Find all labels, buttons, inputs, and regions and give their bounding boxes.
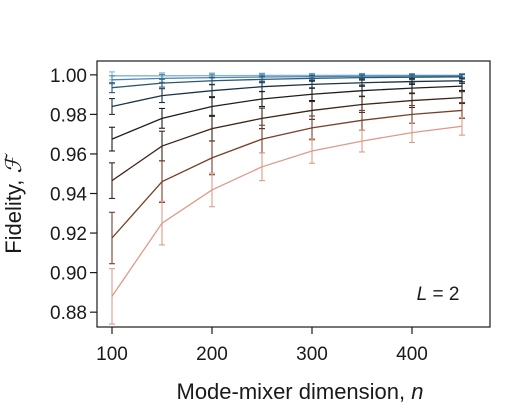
- y-tick-label: 0.94: [50, 185, 87, 206]
- x-axis-label: Mode-mixer dimension, n: [177, 379, 424, 404]
- error-bar: [159, 160, 165, 203]
- x-tick-label: 200: [196, 344, 228, 365]
- series-line: [111, 75, 463, 81]
- y-tick-label: 0.96: [50, 145, 87, 166]
- error-bar: [209, 172, 215, 208]
- error-bar: [159, 130, 165, 162]
- series-line: [111, 80, 463, 108]
- error-bar: [309, 87, 315, 102]
- x-axis-label-variable: n: [411, 379, 423, 404]
- error-bar: [159, 200, 165, 246]
- panel-annotation-variable: L: [417, 284, 428, 305]
- error-bar: [109, 82, 115, 94]
- series-layer: [109, 71, 465, 325]
- series-line: [111, 76, 463, 89]
- error-bar: [259, 90, 265, 108]
- error-bar: [109, 268, 115, 325]
- series-8: [109, 116, 465, 325]
- x-tick-label: 300: [296, 344, 328, 365]
- y-tick-label: 0.92: [50, 224, 87, 245]
- y-axis-label: Fidelity, ℱ: [1, 153, 27, 254]
- series-5: [109, 81, 465, 152]
- error-bar: [209, 84, 215, 98]
- y-tick-label: 0.90: [50, 264, 87, 285]
- panel-annotation-value: = 2: [427, 284, 459, 305]
- series-7: [109, 101, 465, 265]
- error-bar: [109, 211, 115, 265]
- y-axis-label-text: Fidelity,: [1, 174, 26, 254]
- error-bar: [109, 126, 115, 152]
- y-axis-label-variable: ℱ: [2, 153, 27, 174]
- error-bar: [309, 138, 315, 164]
- error-bar: [109, 162, 115, 199]
- ticks-layer: 100 200 300 400 0.88 0.90 0.92 0.94 0.96 0.98 1.00: [50, 66, 428, 365]
- y-tick-label: 0.98: [50, 105, 87, 126]
- series-line: [111, 96, 463, 182]
- error-bar: [259, 152, 265, 182]
- x-axis-label-text: Mode-mixer dimension,: [177, 379, 412, 404]
- error-bar: [209, 140, 215, 176]
- series-line: [111, 125, 463, 297]
- series-line: [111, 109, 463, 239]
- error-bar: [159, 107, 165, 129]
- series-line: [112, 74, 462, 77]
- error-bar: [409, 122, 415, 144]
- error-bar: [459, 81, 465, 92]
- x-tick-label: 100: [96, 344, 128, 365]
- x-tick-label: 400: [396, 344, 428, 365]
- error-bar: [159, 78, 165, 88]
- y-tick-label: 0.88: [50, 303, 87, 324]
- panel-annotation: L = 2: [417, 284, 460, 305]
- error-bar: [359, 129, 365, 153]
- series-line: [111, 85, 463, 140]
- error-bar: [459, 116, 465, 136]
- error-bar: [109, 98, 115, 115]
- error-bar: [159, 88, 165, 104]
- error-bar: [209, 97, 215, 116]
- error-bar: [409, 82, 415, 94]
- y-tick-label: 1.00: [50, 66, 87, 87]
